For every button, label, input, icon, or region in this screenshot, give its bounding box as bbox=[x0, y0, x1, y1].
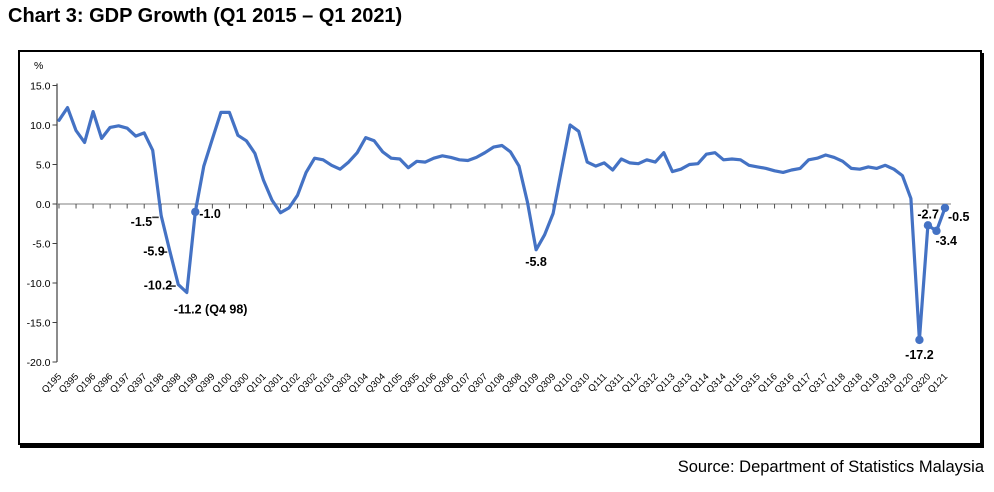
y-tick-label: -15.0 bbox=[27, 317, 51, 329]
annotation-label: -10.2 bbox=[144, 279, 173, 293]
annotation-label: -1.5 bbox=[131, 215, 153, 229]
annotation-label: -5.8 bbox=[525, 255, 547, 269]
y-tick-label: 10.0 bbox=[30, 120, 51, 132]
annotation-label: -5.9 bbox=[143, 245, 165, 259]
gdp-line-chart: 15.010.05.00.0-5.0-10.0-15.0-20.0%Q195Q3… bbox=[27, 60, 970, 396]
data-point-dot bbox=[923, 221, 933, 230]
annotation-label: -2.7 bbox=[917, 207, 939, 221]
annotation-label: -0.5 bbox=[948, 210, 970, 224]
data-point-dot bbox=[940, 203, 950, 213]
source-caption: Source: Department of Statistics Malaysi… bbox=[677, 458, 984, 476]
data-point-dot bbox=[191, 207, 200, 217]
data-point-dot bbox=[915, 335, 924, 345]
annotation-label: -11.2 (Q4 98) bbox=[174, 302, 248, 316]
annotation-label: -17.2 bbox=[905, 348, 934, 362]
y-tick-label: -10.0 bbox=[27, 278, 51, 290]
gdp-growth-line bbox=[57, 105, 947, 342]
chart-frame: 15.0 10.0 5.0 0.0 -5.0 -10.0 -15.0 -20.0% Q195 Q3… bbox=[18, 50, 982, 445]
y-tick-label: 5.0 bbox=[36, 159, 51, 171]
y-tick-label: -5.0 bbox=[32, 238, 50, 250]
y-tick-label: 0.0 bbox=[36, 199, 51, 211]
annotation-label: -1.0 bbox=[199, 207, 221, 221]
x-tick-label: Q121 bbox=[926, 371, 950, 395]
chart-title: Chart 3: GDP Growth (Q1 2015 – Q1 2021) bbox=[8, 5, 403, 27]
y-axis-unit-label: % bbox=[34, 60, 43, 72]
y-tick-label: 15.0 bbox=[30, 80, 51, 92]
data-point-dot bbox=[932, 226, 941, 236]
y-tick-label: -20.0 bbox=[27, 357, 51, 369]
annotation-label: -3.4 bbox=[935, 234, 957, 248]
